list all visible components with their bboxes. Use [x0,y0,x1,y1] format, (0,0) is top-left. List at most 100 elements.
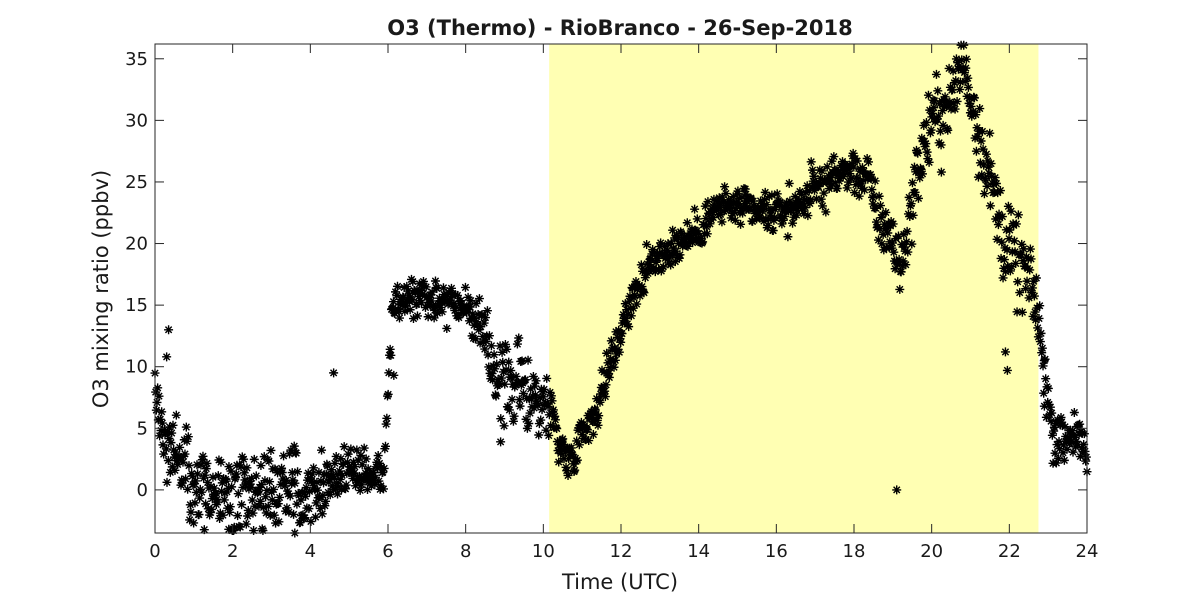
data-point [304,504,313,513]
data-point [162,444,171,453]
data-point [380,464,389,473]
data-point [191,476,200,485]
data-point [293,467,302,476]
data-point [197,488,206,497]
x-tick-label: 12 [610,541,633,562]
data-point [198,452,207,461]
data-point [785,179,794,188]
data-point [239,455,248,464]
data-point [389,371,398,380]
data-point [232,469,241,478]
x-tick-label: 22 [998,541,1021,562]
data-point [381,442,390,451]
data-point [1036,337,1045,346]
data-point [490,350,499,359]
data-point [487,341,496,350]
data-point [475,294,484,303]
data-point [216,458,225,467]
data-point [321,497,330,506]
data-point [256,461,265,470]
data-point [903,227,912,236]
data-point [360,444,369,453]
x-axis-label: Time (UTC) [561,570,678,594]
data-point [330,459,339,468]
data-point [180,450,189,459]
data-point [274,499,283,508]
data-point [329,368,338,377]
data-point [158,419,167,428]
data-point [964,83,973,92]
data-point [803,211,812,220]
data-point [1040,356,1049,365]
y-axis-label: O3 mixing ratio (ppbv) [89,170,113,408]
data-point [266,446,275,455]
data-point [500,421,509,430]
data-point [308,470,317,479]
data-point [182,423,191,432]
data-point [184,461,193,470]
chart-title: O3 (Thermo) - RioBranco - 26-Sep-2018 [387,16,853,40]
data-point [264,457,273,466]
data-point [162,352,171,361]
y-tick-label: 30 [125,110,148,131]
data-point [395,314,404,323]
data-point [250,455,259,464]
data-point [1012,219,1021,228]
y-tick-label: 20 [125,234,148,255]
data-point [164,325,173,334]
data-point [1047,409,1056,418]
data-point [362,454,371,463]
data-point [162,478,171,487]
y-tick-label: 25 [125,172,148,193]
data-point [432,284,441,293]
data-point [548,396,557,405]
data-point [386,351,395,360]
data-point [374,451,383,460]
data-point [552,424,561,433]
data-point [157,407,166,416]
data-point [524,419,533,428]
data-point [927,126,936,135]
data-point [907,240,916,249]
data-point [252,471,261,480]
data-point [504,358,513,367]
data-point [770,213,779,222]
data-point [1030,292,1039,301]
x-tick-label: 16 [765,541,788,562]
y-tick-label: 15 [125,295,148,316]
data-point [269,485,278,494]
x-tick-label: 4 [305,541,316,562]
x-tick-label: 20 [920,541,943,562]
data-point [510,412,519,421]
data-point [690,205,699,214]
y-tick-label: 0 [137,480,148,501]
data-point [340,442,349,451]
data-point [483,306,492,315]
x-tick-label: 6 [382,541,393,562]
data-point [194,510,203,519]
y-tick-label: 35 [125,49,148,70]
data-point [301,492,310,501]
x-tick-label: 18 [843,541,866,562]
data-point [286,492,295,501]
data-point [167,429,176,438]
data-point [610,363,619,372]
data-point [817,166,826,175]
data-point [290,479,299,488]
data-point [438,307,447,316]
data-point [605,373,614,382]
data-point [442,324,451,333]
data-point [154,392,163,401]
x-tick-label: 0 [149,541,160,562]
data-point [292,449,301,458]
data-point [461,283,470,292]
data-point [265,477,274,486]
data-point [889,219,898,228]
y-tick-label: 5 [137,418,148,439]
data-point [358,460,367,469]
data-point [875,192,884,201]
data-point [226,502,235,511]
data-point [211,489,220,498]
data-point [413,311,422,320]
